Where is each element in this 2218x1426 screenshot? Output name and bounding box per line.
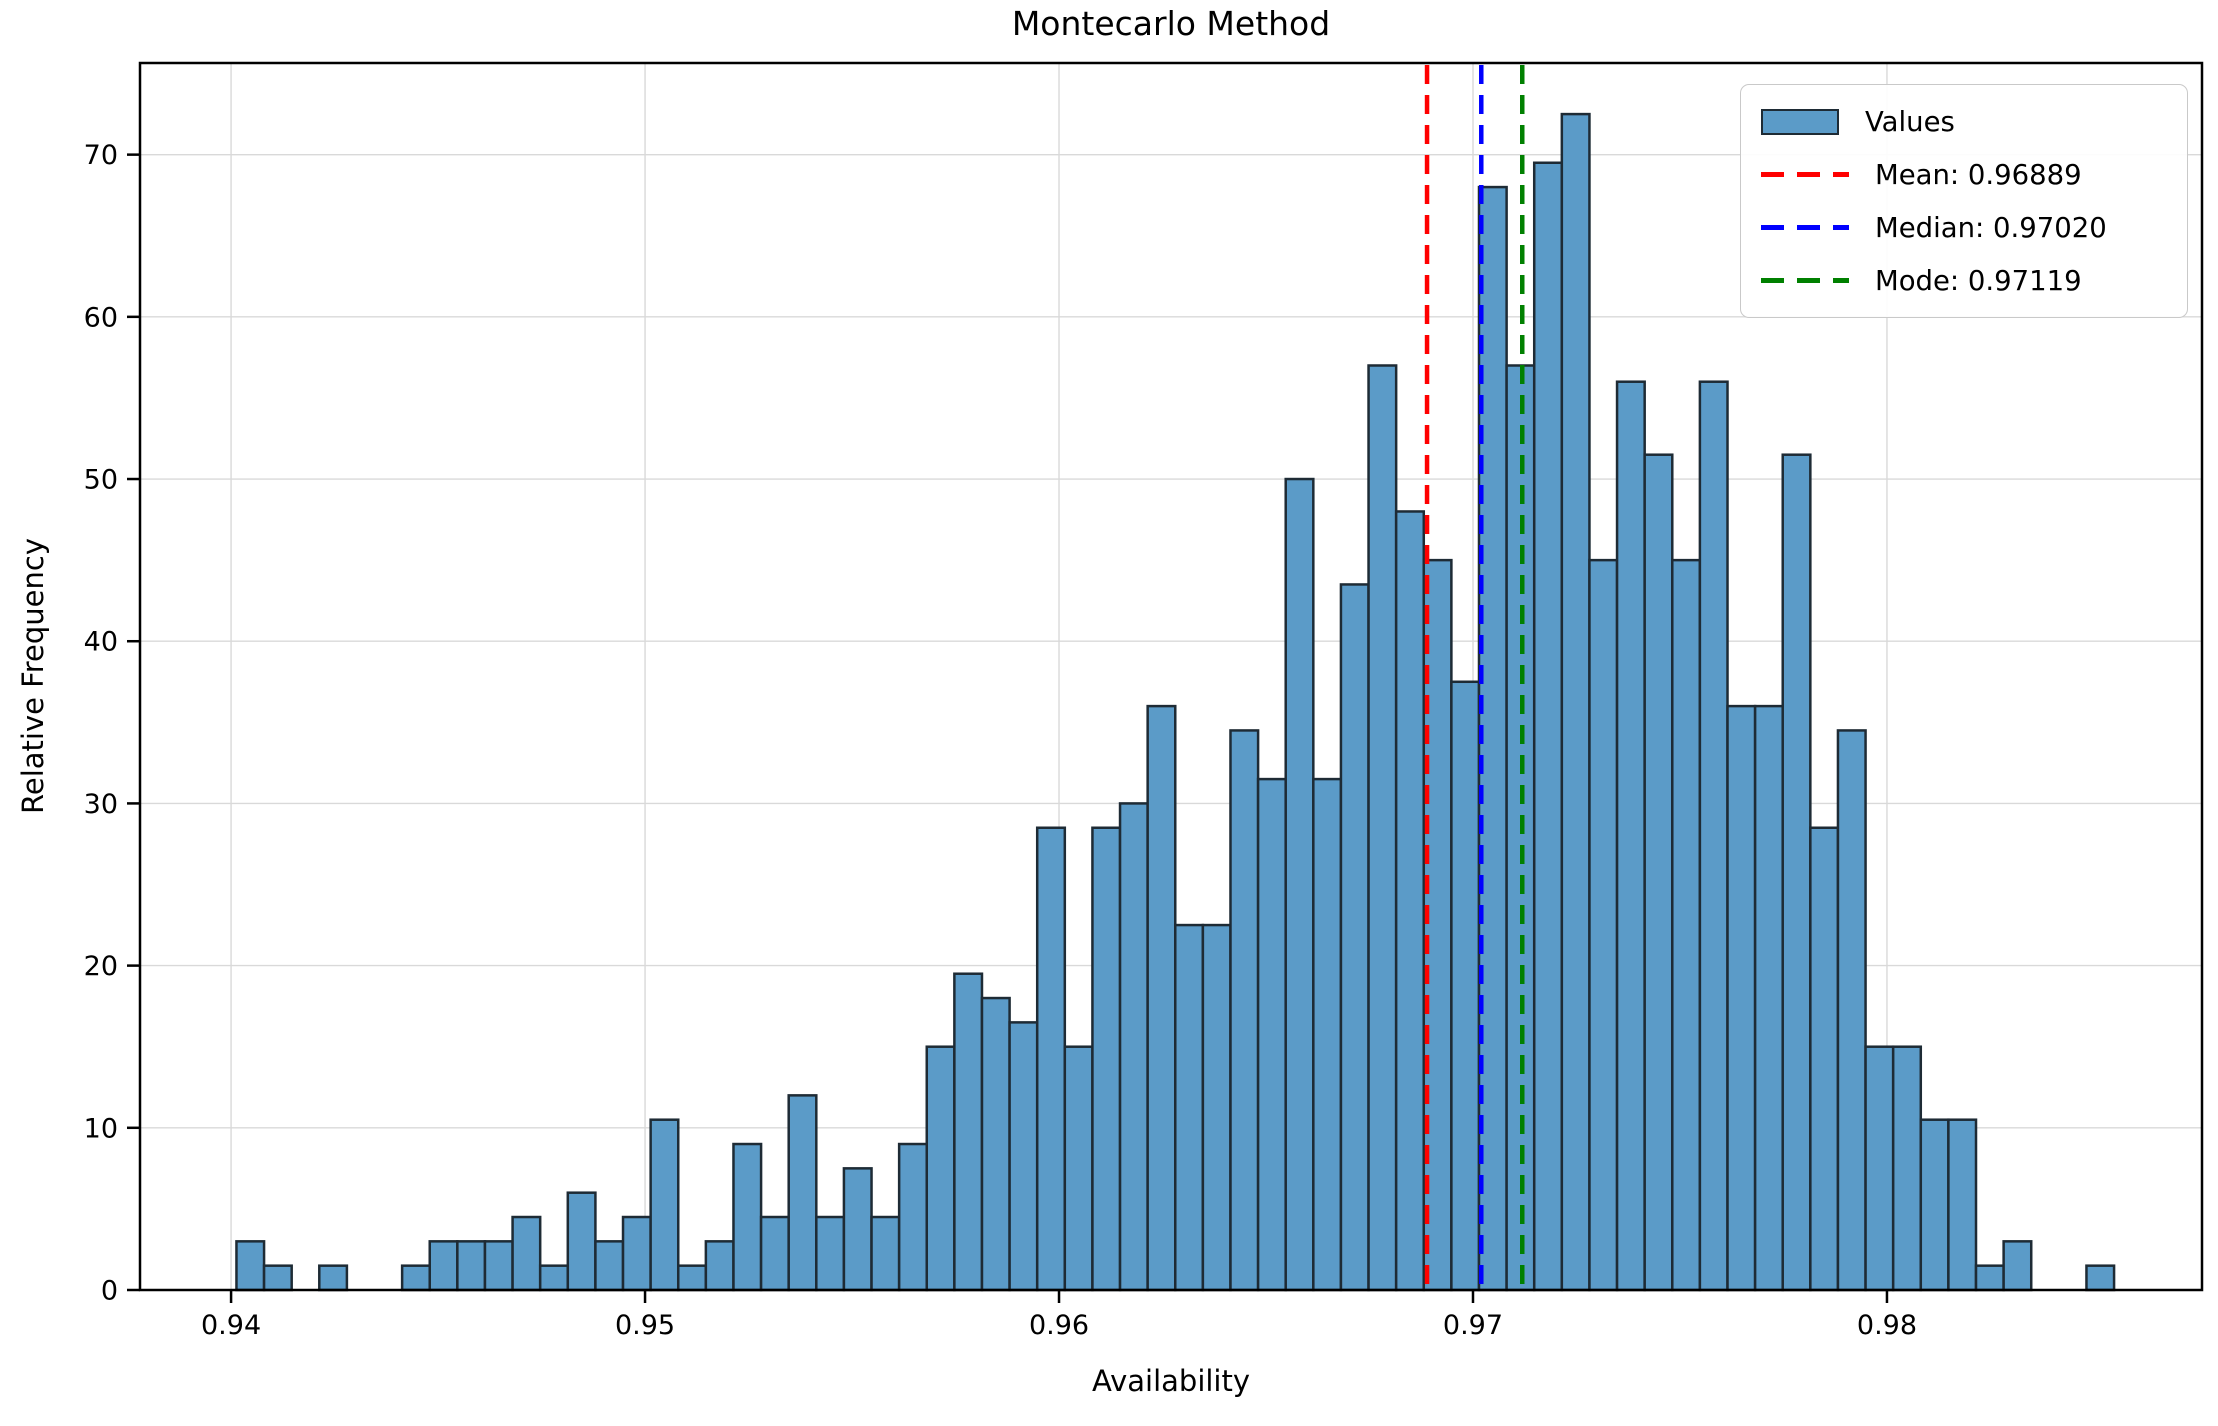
histogram-bar xyxy=(1588,558,1619,1292)
histogram-bar xyxy=(1394,510,1426,1292)
histogram-bar xyxy=(566,1191,597,1292)
y-tick-label: 30 xyxy=(84,789,118,820)
legend-label: Mean: 0.96889 xyxy=(1875,158,2082,191)
histogram-bar xyxy=(262,1264,293,1292)
histogram-bar xyxy=(1063,1045,1094,1292)
x-tick-label: 0.96 xyxy=(1029,1310,1089,1341)
y-axis-label: Relative Frequency xyxy=(16,538,50,814)
histogram-bar xyxy=(842,1167,873,1292)
histogram-bar xyxy=(1726,704,1757,1292)
legend-label: Values xyxy=(1865,105,1955,138)
legend: Values Mean: 0.96889 Median: 0.97020 Mode: … xyxy=(1740,84,2188,318)
histogram-bar xyxy=(1146,704,1177,1292)
chart-title: Montecarlo Method xyxy=(1011,4,1331,43)
histogram-bar xyxy=(1118,802,1149,1292)
legend-item: Mode: 0.97119 xyxy=(1757,255,2173,307)
histogram-bar xyxy=(1698,380,1729,1292)
histogram-bar xyxy=(787,1094,818,1292)
histogram-bar xyxy=(1532,161,1564,1292)
histogram-bar xyxy=(594,1240,625,1292)
y-tick-label: 20 xyxy=(84,951,118,982)
histogram-bar xyxy=(400,1264,431,1292)
histogram-bar xyxy=(1339,583,1370,1292)
histogram-bar xyxy=(1477,185,1508,1292)
y-tick-label: 40 xyxy=(84,627,118,658)
histogram-bar xyxy=(483,1240,514,1292)
y-tick-label: 70 xyxy=(84,140,118,171)
histogram-bar xyxy=(1256,777,1287,1292)
histogram-bar xyxy=(1974,1264,2005,1292)
histogram-bar xyxy=(1809,826,1840,1292)
plot-spines xyxy=(138,61,2204,1292)
histogram-bar xyxy=(1450,680,1481,1292)
y-tick-label: 50 xyxy=(84,465,118,496)
histogram-bar xyxy=(2085,1264,2116,1292)
legend-item: Values xyxy=(1757,96,2173,148)
histogram-bar xyxy=(1008,1021,1039,1292)
y-tick-label: 0 xyxy=(101,1276,118,1307)
x-axis-label: Availability xyxy=(1091,1364,1251,1398)
histogram-bar xyxy=(925,1045,956,1292)
histogram-bar xyxy=(511,1215,542,1292)
legend-bar-swatch xyxy=(1761,108,1839,135)
y-tick-label: 10 xyxy=(84,1113,118,1144)
histogram-bar xyxy=(1864,1045,1895,1292)
histogram-bar xyxy=(1091,826,1122,1292)
histogram-bar xyxy=(897,1142,929,1292)
histogram-bar xyxy=(676,1264,708,1292)
histogram-bar xyxy=(1284,477,1315,1292)
histogram-bar xyxy=(1643,453,1674,1292)
histogram-bar xyxy=(621,1215,652,1292)
histogram-bar xyxy=(704,1240,735,1292)
histogram-bar xyxy=(456,1240,487,1292)
legend-dash-swatch xyxy=(1761,225,1849,230)
histogram-bar xyxy=(1919,1118,1950,1292)
histogram-bar xyxy=(428,1240,459,1292)
histogram-bar xyxy=(1367,364,1398,1292)
histogram-bar xyxy=(1201,923,1232,1292)
histogram-bar xyxy=(980,996,1011,1292)
histogram-bar xyxy=(732,1142,763,1292)
histogram-bar xyxy=(1836,729,1867,1292)
histogram-bar xyxy=(649,1118,680,1292)
histogram-bar xyxy=(1781,453,1812,1292)
histogram-bar xyxy=(235,1240,266,1292)
histogram-bar xyxy=(1560,112,1591,1292)
legend-dash-swatch xyxy=(1761,278,1849,283)
histogram-bar xyxy=(1891,1045,1923,1292)
histogram-bar xyxy=(1312,777,1343,1292)
histogram-bar xyxy=(870,1215,901,1292)
legend-item: Median: 0.97020 xyxy=(1757,202,2173,254)
histogram-bar xyxy=(1947,1118,1978,1292)
histogram-bar xyxy=(1174,923,1205,1292)
legend-label: Median: 0.97020 xyxy=(1875,211,2107,244)
histogram-bar xyxy=(815,1215,846,1292)
histogram-bar xyxy=(318,1264,349,1292)
x-tick-label: 0.94 xyxy=(201,1310,261,1341)
x-tick-label: 0.95 xyxy=(615,1310,675,1341)
histogram-bar xyxy=(538,1264,570,1292)
y-tick-label: 60 xyxy=(84,302,118,333)
histogram-bar xyxy=(1229,729,1260,1292)
histogram-bar xyxy=(1615,380,1646,1292)
histogram-bar xyxy=(2002,1240,2033,1292)
histogram-bar xyxy=(1035,826,1067,1292)
histogram-bar xyxy=(953,972,984,1292)
x-tick-label: 0.97 xyxy=(1443,1310,1503,1341)
legend-label: Mode: 0.97119 xyxy=(1875,264,2082,297)
legend-dash-swatch xyxy=(1761,172,1849,177)
x-tick-label: 0.98 xyxy=(1857,1310,1917,1341)
histogram-bar xyxy=(759,1215,790,1292)
histogram-bar xyxy=(1753,704,1784,1292)
legend-item: Mean: 0.96889 xyxy=(1757,149,2173,201)
histogram-bar xyxy=(1671,558,1702,1292)
